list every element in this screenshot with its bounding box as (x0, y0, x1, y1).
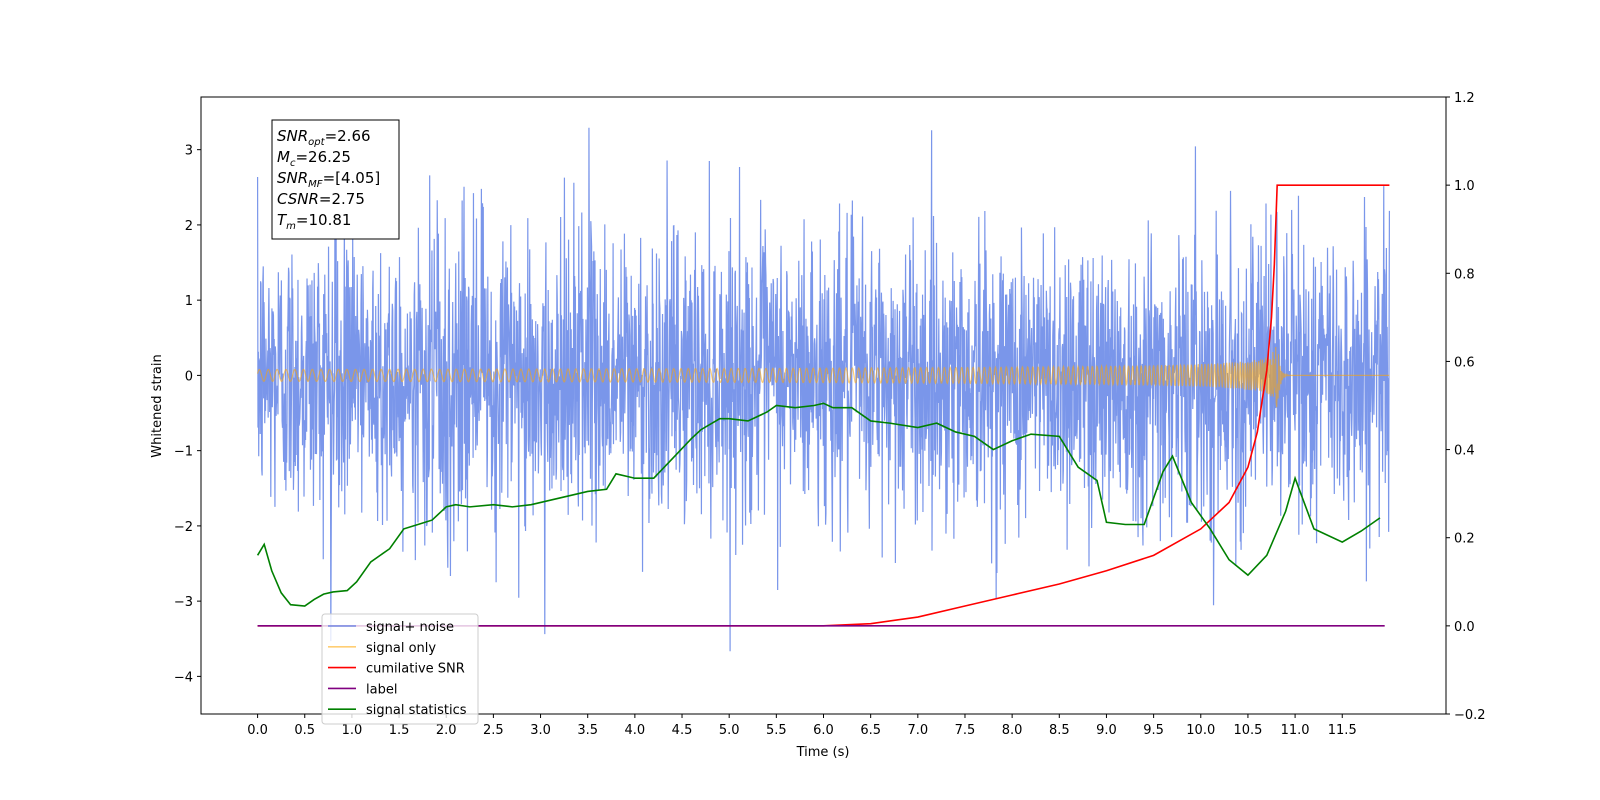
annotation-line: SNRopt=2.66 (277, 127, 371, 148)
y-left-tick-label: −2 (174, 520, 193, 535)
legend-label: cumilative SNR (366, 662, 465, 677)
y-left-tick-label: 1 (185, 294, 193, 309)
annotation-line: SNRMF=[4.05] (277, 169, 380, 190)
y-left-tick-label: 3 (185, 144, 193, 159)
x-tick-label: 1.5 (389, 723, 410, 738)
legend-label: signal+ noise (366, 620, 454, 635)
legend-label: signal only (366, 641, 436, 656)
x-tick-label: 4.5 (672, 723, 693, 738)
annotation-line: Mc=26.25 (277, 148, 351, 169)
y-right-tick-label: 0.8 (1454, 267, 1475, 282)
x-tick-label: 0.5 (294, 723, 315, 738)
x-tick-label: 10.0 (1186, 723, 1215, 738)
y-left-tick-label: 2 (185, 219, 193, 234)
annotation-frame (271, 119, 400, 240)
legend-label: label (366, 682, 397, 697)
x-tick-label: 11.5 (1328, 723, 1357, 738)
x-tick-label: 10.5 (1233, 723, 1262, 738)
x-tick-label: 0.0 (247, 723, 268, 738)
series-signal-noise (256, 127, 1391, 652)
y-right-tick-label: 1.0 (1454, 179, 1475, 194)
x-tick-label: 2.5 (483, 723, 504, 738)
x-tick-label: 7.5 (955, 723, 976, 738)
legend-label: signal statistics (366, 703, 467, 718)
y-right-tick-label: −0.2 (1454, 708, 1486, 723)
x-axis: 0.0 0.5 1.0 1.5 2.0 2.5 3.0 3.5 4.0 4.5 5.0 5.5 6.0 6… (247, 714, 1357, 738)
legend: signal+ noise signal only cumilative SNR la… (321, 613, 479, 725)
x-tick-label: 3.0 (530, 723, 551, 738)
y-axis-right: 1.2 1.0 0.8 0.6 0.4 0.2 0.0 −0.2 (1446, 91, 1486, 723)
x-tick-label: 1.0 (342, 723, 363, 738)
x-tick-label: 4.0 (625, 723, 646, 738)
annotation-line: Tm=10.81 (277, 211, 351, 232)
x-tick-label: 5.5 (766, 723, 787, 738)
y-axis-left: 3 2 1 0 −1 −2 −3 −4 (174, 144, 201, 685)
x-tick-label: 5.0 (719, 723, 740, 738)
x-axis-label: Time (s) (796, 745, 850, 760)
series-signal-statistics (256, 402, 1381, 607)
y-right-tick-label: 0.0 (1454, 620, 1475, 635)
y-right-tick-label: 1.2 (1454, 91, 1475, 106)
x-tick-label: 6.0 (813, 723, 834, 738)
x-tick-label: 9.0 (1096, 723, 1117, 738)
y-axis-label: Whitened strain (150, 354, 165, 457)
x-tick-label: 6.5 (860, 723, 881, 738)
x-tick-label: 3.5 (577, 723, 598, 738)
y-left-tick-label: −4 (174, 670, 193, 685)
x-tick-label: 8.5 (1049, 723, 1070, 738)
x-tick-label: 7.0 (907, 723, 928, 738)
y-left-tick-label: −3 (174, 595, 193, 610)
x-tick-label: 9.5 (1143, 723, 1164, 738)
y-left-tick-label: 0 (185, 369, 193, 384)
y-left-tick-label: −1 (174, 445, 193, 460)
series-cumulative-snr (257, 184, 1390, 627)
x-tick-label: 11.0 (1281, 723, 1310, 738)
y-right-tick-label: 0.2 (1454, 532, 1475, 547)
legend-frame (321, 613, 479, 725)
y-right-tick-label: 0.6 (1454, 355, 1475, 370)
parameter-annotation-box: SNRopt=2.66Mc=26.25SNRMF=[4.05]CSNR=2.75… (271, 119, 400, 240)
x-tick-label: 8.0 (1002, 723, 1023, 738)
y-right-tick-label: 0.4 (1454, 444, 1475, 459)
series-signal-only (257, 347, 1390, 408)
annotation-line: CSNR=2.75 (277, 190, 365, 208)
x-tick-label: 2.0 (436, 723, 457, 738)
